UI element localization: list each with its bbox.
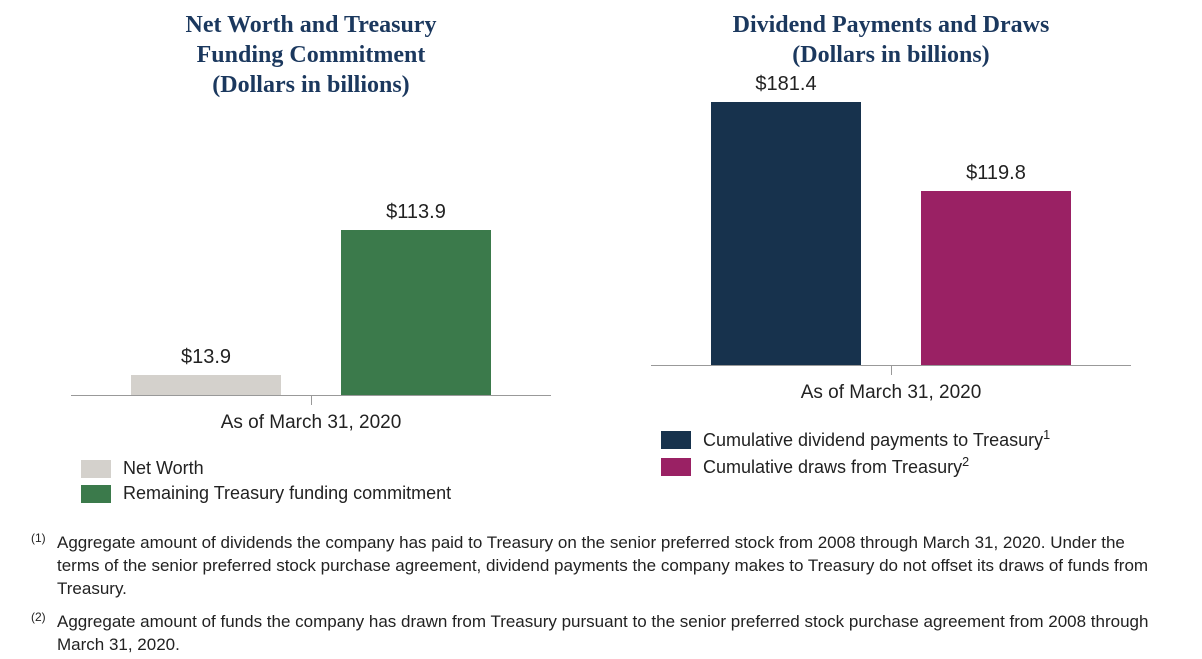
footnote-marker: (1): [31, 530, 49, 546]
axis-tick: [891, 365, 892, 375]
legend-swatch: [81, 485, 111, 503]
legend-item: Net Worth: [81, 458, 451, 479]
chart-title: Dividend Payments and Draws (Dollars in …: [733, 10, 1050, 70]
legend-swatch: [661, 431, 691, 449]
legend: Cumulative dividend payments to Treasury…: [661, 428, 1050, 478]
footnote-text: Aggregate amount of funds the company ha…: [57, 611, 1171, 657]
bar-label: $119.8: [966, 162, 1026, 185]
net-worth-panel: Net Worth and Treasury Funding Commitmen…: [41, 10, 581, 504]
legend-item: Cumulative dividend payments to Treasury…: [661, 428, 1050, 451]
legend-item: Cumulative draws from Treasury2: [661, 455, 1050, 478]
footnote-marker: (2): [31, 609, 49, 625]
bar-label: $181.4: [755, 73, 816, 96]
footnotes: (1) Aggregate amount of dividends the co…: [25, 532, 1177, 657]
bar-label: $113.9: [386, 201, 446, 224]
footnote-text: Aggregate amount of dividends the compan…: [57, 532, 1171, 601]
bar-net-worth: $13.9: [131, 375, 281, 395]
plot-area: $13.9 $113.9: [71, 106, 551, 396]
charts-row: Net Worth and Treasury Funding Commitmen…: [25, 10, 1177, 504]
chart-title: Net Worth and Treasury Funding Commitmen…: [186, 10, 437, 100]
x-axis-label: As of March 31, 2020: [221, 412, 402, 434]
dividends-panel: Dividend Payments and Draws (Dollars in …: [621, 10, 1161, 504]
axis-tick: [311, 395, 312, 405]
plot-area: $181.4 $119.8: [651, 76, 1131, 366]
legend-swatch: [661, 458, 691, 476]
bar-draws: $119.8: [921, 191, 1071, 365]
bar-remaining-commitment: $113.9: [341, 230, 491, 395]
legend-label: Net Worth: [123, 458, 204, 479]
legend-swatch: [81, 460, 111, 478]
legend-item: Remaining Treasury funding commitment: [81, 483, 451, 504]
legend: Net Worth Remaining Treasury funding com…: [81, 458, 451, 504]
bar-dividend-payments: $181.4: [711, 102, 861, 365]
legend-label: Cumulative draws from Treasury2: [703, 455, 969, 478]
footnote-2: (2) Aggregate amount of funds the compan…: [31, 611, 1171, 657]
x-axis-label: As of March 31, 2020: [801, 382, 982, 404]
bar-label: $13.9: [181, 346, 231, 369]
footnote-1: (1) Aggregate amount of dividends the co…: [31, 532, 1171, 601]
legend-label: Remaining Treasury funding commitment: [123, 483, 451, 504]
legend-label: Cumulative dividend payments to Treasury…: [703, 428, 1050, 451]
